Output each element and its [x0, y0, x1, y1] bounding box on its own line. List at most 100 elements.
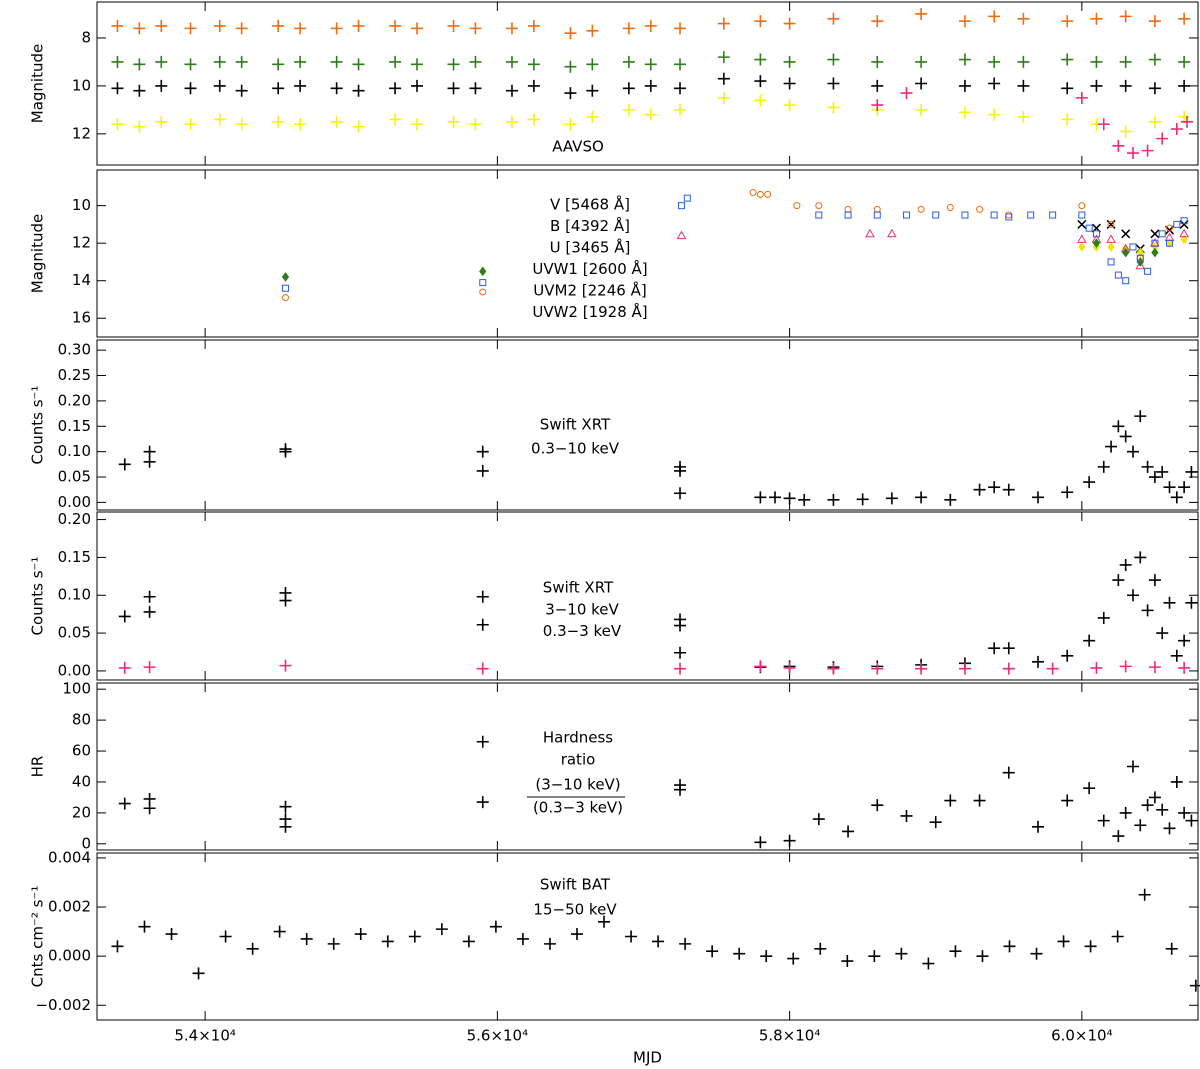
- marker: [754, 660, 767, 673]
- marker: [410, 22, 423, 35]
- marker: [988, 481, 1001, 494]
- y-axis-label: Magnitude: [29, 214, 47, 293]
- marker: [1134, 819, 1147, 832]
- marker: [1003, 940, 1016, 953]
- marker: [1049, 211, 1057, 219]
- marker: [944, 794, 957, 807]
- marker: [143, 661, 156, 674]
- marker: [1017, 55, 1030, 68]
- marker: [1185, 596, 1198, 609]
- marker: [1005, 211, 1013, 219]
- marker: [1122, 247, 1130, 258]
- marker: [1165, 238, 1174, 249]
- marker: [1126, 760, 1139, 773]
- marker: [143, 590, 156, 603]
- marker: [706, 945, 719, 958]
- marker: [1046, 662, 1059, 675]
- y-tick-label: −0.002: [35, 996, 91, 1014]
- marker: [272, 19, 285, 32]
- marker: [155, 115, 168, 128]
- marker: [330, 82, 343, 95]
- marker: [447, 58, 460, 71]
- y-axis-label: Magnitude: [29, 44, 47, 123]
- marker: [1141, 799, 1154, 812]
- marker: [900, 809, 913, 822]
- marker: [527, 113, 540, 126]
- legend-entry: UVW2 [1928 Å]: [532, 302, 647, 321]
- marker: [1134, 410, 1147, 423]
- marker: [1105, 440, 1118, 453]
- marker: [1107, 258, 1115, 266]
- marker: [644, 58, 657, 71]
- marker: [143, 445, 156, 458]
- marker: [389, 19, 402, 32]
- y-tick-label: 10: [72, 76, 91, 94]
- marker: [1119, 558, 1132, 571]
- marker: [570, 928, 583, 941]
- marker: [622, 103, 635, 116]
- marker: [674, 460, 687, 473]
- marker: [842, 825, 855, 838]
- annotation: (0.3−3 keV): [533, 799, 623, 817]
- marker: [476, 464, 489, 477]
- marker: [1158, 230, 1166, 238]
- annotation: 0.3−10 keV: [531, 440, 620, 458]
- marker: [644, 19, 657, 32]
- annotation: AAVSO: [552, 138, 604, 156]
- marker: [213, 79, 226, 92]
- marker: [944, 493, 957, 506]
- marker: [1002, 662, 1015, 675]
- marker: [1141, 604, 1154, 617]
- marker: [447, 19, 460, 32]
- marker: [812, 813, 825, 826]
- marker: [1126, 589, 1139, 602]
- marker: [988, 55, 1001, 68]
- marker: [946, 204, 954, 212]
- marker: [469, 82, 482, 95]
- marker: [381, 935, 394, 948]
- marker: [155, 55, 168, 68]
- marker: [1122, 277, 1130, 285]
- marker: [479, 266, 487, 277]
- marker: [1119, 125, 1132, 138]
- marker: [479, 279, 487, 287]
- marker: [294, 55, 307, 68]
- legend-entry: U [3465 Å]: [550, 238, 631, 257]
- marker: [118, 458, 131, 471]
- marker: [674, 613, 687, 626]
- legend-entry: UVW1 [2600 Å]: [532, 259, 647, 278]
- marker: [155, 19, 168, 32]
- marker: [1092, 230, 1100, 238]
- marker: [1138, 888, 1151, 901]
- marker: [281, 294, 289, 302]
- marker: [1097, 460, 1110, 473]
- marker: [138, 920, 151, 933]
- marker: [674, 58, 687, 71]
- marker: [783, 492, 796, 505]
- marker: [1180, 234, 1188, 245]
- marker: [1179, 228, 1189, 238]
- marker: [352, 84, 365, 97]
- marker: [354, 928, 367, 941]
- marker: [768, 491, 781, 504]
- marker: [279, 800, 292, 813]
- marker: [958, 662, 971, 675]
- marker: [1178, 481, 1191, 494]
- y-tick-label: 10: [72, 196, 91, 214]
- marker: [844, 205, 852, 213]
- marker: [1106, 219, 1116, 229]
- marker: [352, 120, 365, 133]
- y-tick-label: 0.05: [58, 468, 91, 486]
- marker: [1181, 115, 1194, 128]
- marker: [1112, 574, 1125, 587]
- marker: [958, 79, 971, 92]
- marker: [564, 87, 577, 100]
- marker: [1178, 55, 1191, 68]
- annotation: (3−10 keV): [535, 776, 620, 794]
- marker: [922, 957, 935, 970]
- marker: [815, 211, 823, 219]
- marker: [300, 932, 313, 945]
- marker: [764, 190, 772, 198]
- marker: [885, 492, 898, 505]
- marker: [674, 82, 687, 95]
